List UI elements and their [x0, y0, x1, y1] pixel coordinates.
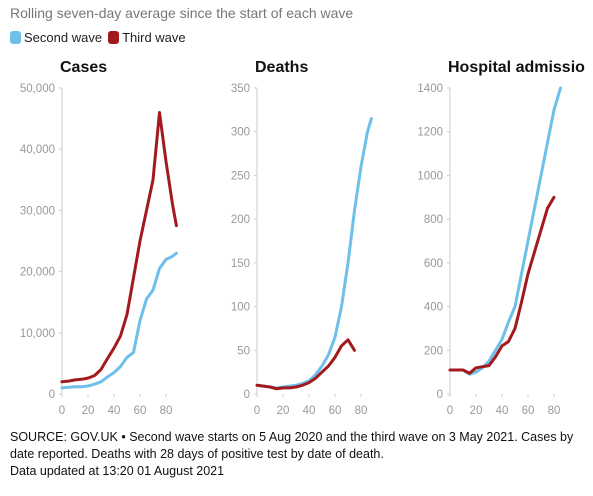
x-tick-label: 40 — [496, 405, 509, 417]
y-tick-label: 30,000 — [20, 205, 55, 217]
y-tick-label: 50,000 — [20, 83, 55, 95]
legend-swatch — [108, 31, 120, 44]
x-tick-label: 40 — [303, 405, 316, 417]
x-tick-label: 60 — [329, 405, 342, 417]
legend-label: Second wave — [24, 30, 103, 45]
x-tick-label: 0 — [447, 405, 453, 417]
y-tick-label: 1400 — [417, 83, 443, 95]
line-series — [255, 338, 356, 391]
chart-title: Cases — [60, 59, 107, 76]
y-tick-label: 200 — [231, 214, 250, 226]
x-tick-label: 0 — [254, 405, 260, 417]
x-tick-label: 80 — [355, 405, 368, 417]
legend-item: Third wave — [108, 30, 186, 45]
y-tick-label: 800 — [424, 214, 443, 226]
y-tick-label: 100 — [231, 302, 250, 314]
y-tick-label: 1200 — [417, 127, 443, 139]
y-tick-label: 600 — [424, 258, 443, 270]
x-tick-label: 0 — [59, 405, 65, 417]
y-tick-label: 300 — [231, 127, 250, 139]
x-tick-label: 80 — [548, 405, 561, 417]
y-tick-label: 0 — [244, 389, 250, 401]
chart-title: Hospital admissio — [448, 59, 585, 76]
y-tick-label: 200 — [424, 345, 443, 357]
chart-title: Deaths — [255, 59, 308, 76]
y-tick-label: 400 — [424, 302, 443, 314]
line-series — [448, 195, 556, 375]
footer: SOURCE: GOV.UK • Second wave starts on 5… — [10, 429, 585, 480]
y-tick-label: 20,000 — [20, 267, 55, 279]
y-tick-label: 0 — [437, 389, 443, 401]
y-tick-label: 0 — [49, 389, 55, 401]
x-tick-label: 20 — [277, 405, 290, 417]
y-tick-label: 50 — [237, 345, 250, 357]
x-tick-label: 60 — [522, 405, 535, 417]
y-tick-label: 250 — [231, 170, 250, 182]
legend: Second wave Third wave — [10, 30, 192, 45]
charts: Cases 0 10,000 20,000 30,000 40,000 50,000 0 20 4… — [20, 59, 585, 417]
updated-note: Data updated at 13:20 01 August 2021 — [10, 464, 225, 478]
y-tick-label: 350 — [231, 83, 250, 95]
x-tick-label: 20 — [470, 405, 483, 417]
legend-label: Third wave — [122, 30, 186, 45]
x-tick-label: 60 — [134, 405, 147, 417]
line-series — [60, 251, 178, 390]
x-tick-label: 40 — [108, 405, 121, 417]
x-tick-label: 20 — [82, 405, 95, 417]
y-tick-label: 1000 — [417, 170, 443, 182]
line-series — [60, 111, 178, 384]
line-series — [448, 86, 562, 376]
y-tick-label: 150 — [231, 258, 250, 270]
source-note: SOURCE: GOV.UK • Second wave starts on 5… — [10, 430, 574, 461]
legend-item: Second wave — [10, 30, 102, 45]
y-tick-label: 10,000 — [20, 328, 55, 340]
y-tick-label: 40,000 — [20, 144, 55, 156]
legend-swatch — [10, 31, 21, 44]
subtitle: Rolling seven-day average since the star… — [10, 5, 354, 21]
x-tick-label: 80 — [160, 405, 173, 417]
